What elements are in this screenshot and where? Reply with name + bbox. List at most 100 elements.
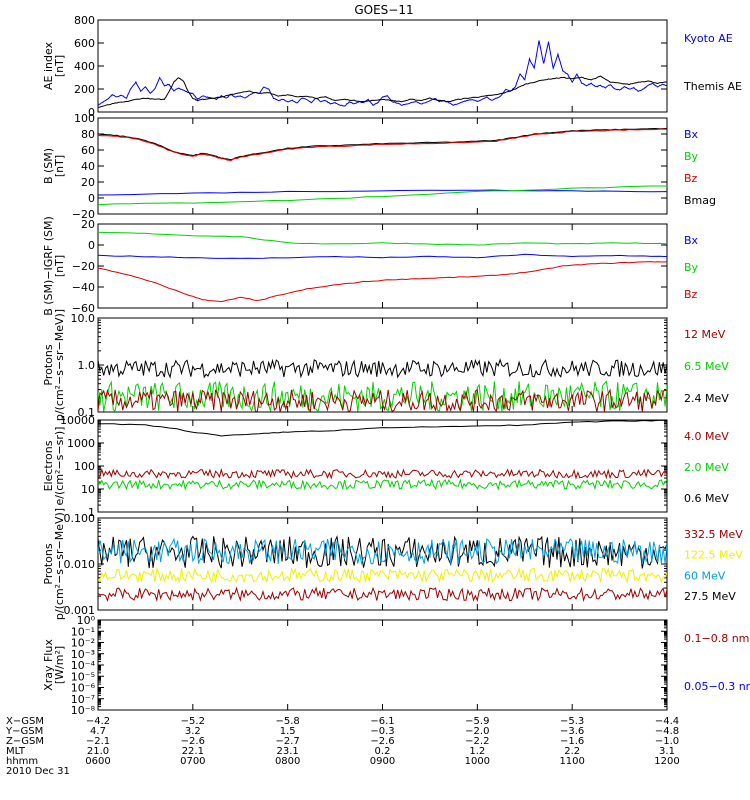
y-axis-label: B (SM) <box>42 148 55 184</box>
legend-label: By <box>684 261 699 274</box>
series-line-bz <box>98 128 667 162</box>
x-row-label: MLT <box>6 746 26 757</box>
y-tick-label: 20 <box>81 176 95 189</box>
panel-frame <box>97 619 668 711</box>
y-tick-label: 10000 <box>60 414 95 427</box>
series-line-122-5-mev <box>98 566 667 584</box>
x-row-value: −5.9 <box>465 716 489 727</box>
series-line-2-0-mev <box>98 478 667 491</box>
y-tick-label: 200 <box>74 83 95 96</box>
y-tick-label: 40 <box>81 160 95 173</box>
x-row-value: 23.1 <box>277 746 299 757</box>
y-tick-label: 10⁻⁵ <box>71 670 95 683</box>
x-row-value: 2.2 <box>564 746 580 757</box>
panel-bsm: 100 80 60 40 20 0 −20 B (SM)[nT] Bx By Bz Bmag <box>42 112 716 221</box>
legend-label: 12 MeV <box>684 328 726 341</box>
x-row-label: Z−GSM <box>6 736 44 747</box>
y-tick-label: 10⁻⁴ <box>71 659 96 672</box>
series-line-4-0-mev <box>98 467 667 480</box>
x-row-value: −2.1 <box>86 736 110 747</box>
x-row-value: 1000 <box>465 756 490 767</box>
y-tick-label: 10⁻³ <box>71 648 95 661</box>
series-line-bx <box>98 189 667 196</box>
y-axis-label: p/(cm²−s−sr−MeV)] <box>53 508 66 620</box>
y-tick-label: 10⁻⁷ <box>71 693 95 706</box>
y-tick-label: 0 <box>88 192 95 205</box>
legend-label: 60 MeV <box>684 569 726 582</box>
series-line-by <box>98 185 667 206</box>
x-row-value: −4.4 <box>655 716 679 727</box>
x-row-value: 3.1 <box>659 746 675 757</box>
series-line-0-6-mev <box>98 420 667 437</box>
legend-label: By <box>684 150 699 163</box>
legend-label: 6.5 MeV <box>684 360 729 373</box>
y-tick-label: 100 <box>74 112 95 125</box>
y-tick-label: −60 <box>72 302 95 315</box>
legend-label: Kyoto AE <box>684 32 733 45</box>
x-row-value: −2.7 <box>276 736 300 747</box>
y-tick-label: 10⁻⁸ <box>71 704 96 717</box>
y-axis-label: Xray Flux <box>42 639 55 691</box>
y-tick-label: 10⁰ <box>77 614 96 627</box>
series-line-kyoto-ae <box>98 40 667 107</box>
series-line-2-4-mev <box>98 358 667 379</box>
y-axis-label: Electrons <box>42 440 55 491</box>
y-tick-label: −20 <box>72 208 95 221</box>
legend-label: 122.5 MeV <box>684 549 743 562</box>
y-axis-label: [nT] <box>53 55 66 77</box>
y-axis-label: [W/m²] <box>53 646 66 684</box>
y-tick-label: 10 <box>81 483 95 496</box>
date-label: 2010 Dec 31 <box>6 766 70 777</box>
series-line-bx <box>98 253 667 259</box>
y-axis-label: e/(cm²−s−sr)] <box>53 427 66 506</box>
y-tick-label: 400 <box>74 60 95 73</box>
y-tick-label: 0.100 <box>64 512 96 525</box>
x-row-label: X−GSM <box>6 716 44 727</box>
x-row-value: 21.0 <box>87 746 109 757</box>
x-row-value: −5.2 <box>181 716 205 727</box>
legend-label: 4.0 MeV <box>684 430 729 443</box>
y-tick-label: 80 <box>81 128 95 141</box>
x-row-value: −4.8 <box>655 726 679 737</box>
x-row-value: 3.2 <box>185 726 201 737</box>
y-axis-label: [nT] <box>53 255 66 277</box>
panel-frame <box>97 223 668 309</box>
x-row-value: −2.2 <box>465 736 489 747</box>
x-row-label: hhmm <box>6 756 38 767</box>
x-row-value: −5.8 <box>276 716 300 727</box>
x-row-value: 1100 <box>559 756 584 767</box>
x-row-label: Y−GSM <box>5 726 43 737</box>
legend-label: Bz <box>684 172 698 185</box>
series-line-27-5-mev <box>98 534 667 569</box>
y-tick-label: −20 <box>72 260 95 273</box>
x-row-value: 0700 <box>180 756 205 767</box>
y-axis-label: B (SM)−IGRF (SM) <box>42 216 55 316</box>
series-line-60-mev <box>98 537 667 566</box>
y-tick-label: 20 <box>81 218 95 231</box>
plot-title: GOES−11 <box>354 3 413 17</box>
series-line-by <box>98 231 667 246</box>
series-line-bz <box>98 261 667 303</box>
y-tick-label: 0.1 <box>78 406 96 419</box>
x-row-value: 1.5 <box>280 726 296 737</box>
y-tick-label: −40 <box>72 281 95 294</box>
y-axis-label: AE index <box>42 41 55 90</box>
x-row-value: −4.2 <box>86 716 110 727</box>
legend-label: 2.0 MeV <box>684 461 729 474</box>
x-row-value: −2.0 <box>465 726 489 737</box>
x-row-value: −1.6 <box>560 736 584 747</box>
panel-bigrf: 20 0 −20 −40 −60 B (SM)−IGRF (SM)[nT] Bx By Bz <box>42 216 699 316</box>
y-tick-label: 600 <box>74 37 95 50</box>
panel-ae: 800 600 400 200 0 AE index[nT] Kyoto AE Themis … <box>42 14 742 119</box>
legend-label: Bmag <box>684 194 716 207</box>
x-row-value: 0900 <box>370 756 395 767</box>
y-tick-label: 10.0 <box>71 312 96 325</box>
x-row-value: −2.6 <box>370 736 394 747</box>
panel-frame <box>97 117 668 215</box>
